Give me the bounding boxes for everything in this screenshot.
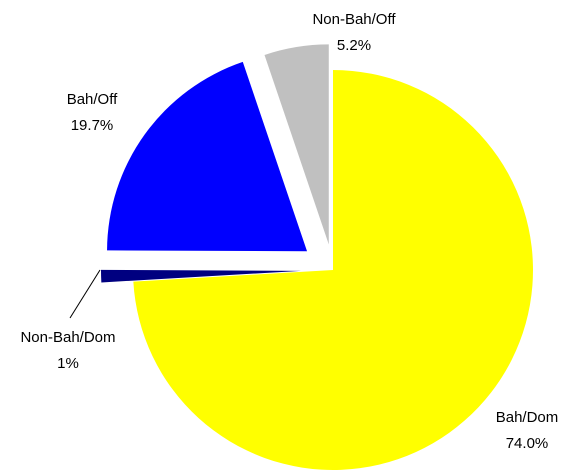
slice-value-label: 5.2% (337, 37, 371, 54)
pie-slice (101, 269, 302, 283)
slice-label: Non-Bah/Dom (20, 329, 115, 346)
slice-label: Bah/Dom (496, 409, 559, 426)
leader-line (69, 269, 101, 319)
slice-value-label: 19.7% (71, 117, 114, 134)
pie-slice (133, 70, 533, 470)
pie-slice (264, 44, 329, 245)
slice-label: Bah/Off (67, 91, 118, 108)
slice-label: Non-Bah/Off (312, 11, 396, 28)
slice-value-label: 1% (57, 355, 79, 372)
slice-value-label: 74.0% (506, 435, 549, 452)
pie-slice (107, 61, 308, 252)
